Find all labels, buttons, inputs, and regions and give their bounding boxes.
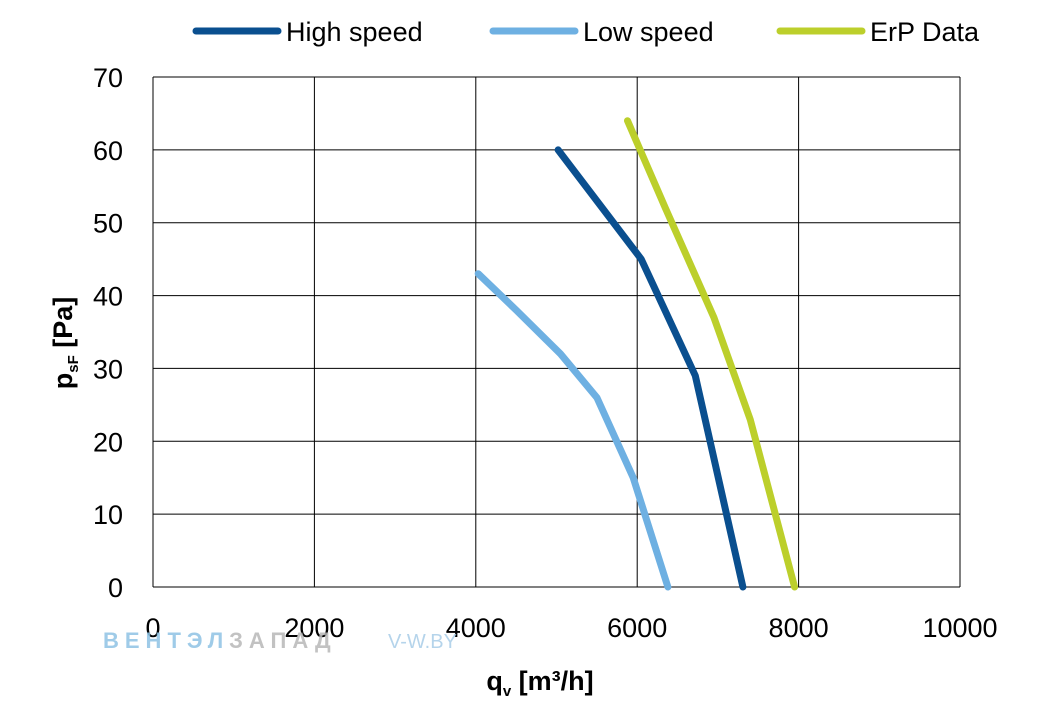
y-tick-label: 70 [93,63,123,93]
y-tick-label: 40 [93,282,123,312]
watermark-part1: ВЕНТЭЛ [103,628,229,653]
y-tick-label: 20 [93,427,123,457]
watermark-part2: ЗАПАД [229,628,337,653]
grid [152,76,961,588]
svg-text:ВЕНТЭЛЗАПАД: ВЕНТЭЛЗАПАД [103,628,337,653]
y-tick-label: 30 [93,354,123,384]
legend-label-2: ErP Data [870,17,980,47]
y-tick-label: 10 [93,500,123,530]
watermark: ВЕНТЭЛЗАПАД V-W.BY [103,628,457,653]
series-line-2 [624,117,799,591]
watermark-url: V-W.BY [388,631,457,653]
series-group [474,117,799,591]
legend: High speed Low speed ErP Data [192,17,980,47]
x-tick-label: 0 [145,613,160,643]
x-tick-label: 4000 [446,613,506,643]
x-tick-labels: 0 2000 4000 6000 8000 10000 [145,613,997,643]
x-axis-title: qv [m³/h] [486,666,593,700]
y-tick-label: 60 [93,136,123,166]
series-line-0 [554,146,747,591]
y-axis-title: psF [Pa] [48,297,82,390]
series-line-1 [474,270,672,591]
y-tick-label: 0 [108,573,123,603]
legend-label-1: Low speed [583,17,714,47]
x-tick-label: 2000 [284,613,344,643]
legend-label-0: High speed [286,17,423,47]
x-tick-label: 10000 [922,613,997,643]
y-tick-labels: 0 10 20 30 40 50 60 70 [93,63,123,603]
y-tick-label: 50 [93,209,123,239]
x-tick-label: 8000 [769,613,829,643]
x-tick-label: 6000 [607,613,667,643]
